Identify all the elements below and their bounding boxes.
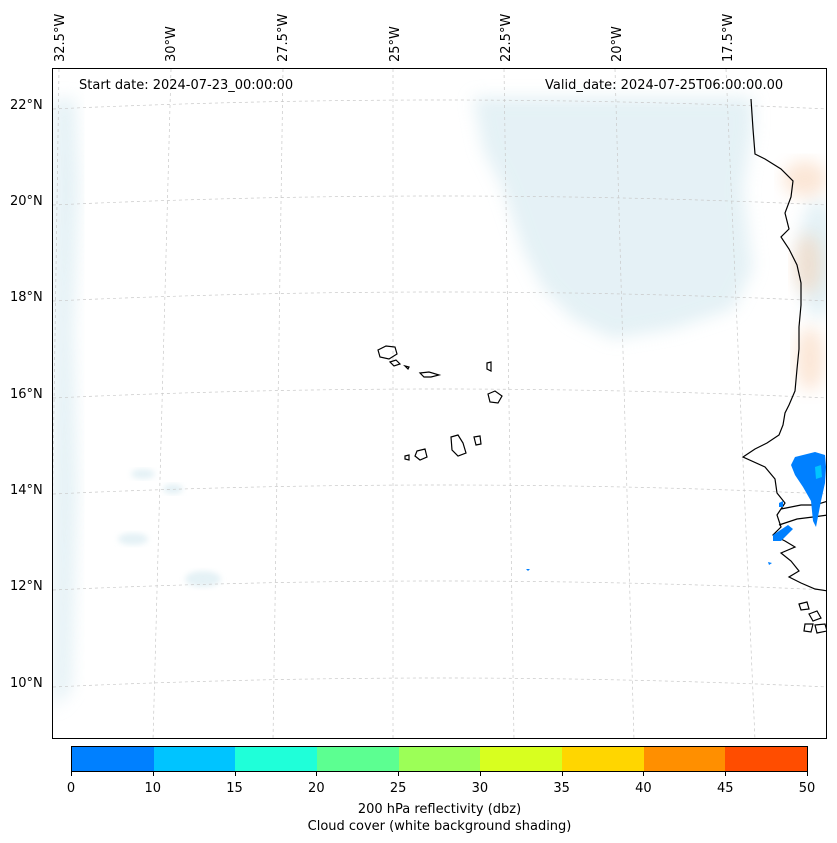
colorbar-tick-mark: [71, 772, 72, 776]
parallel-12n: [53, 580, 826, 591]
reflectivity-patch-small: [779, 501, 783, 507]
parallel-18n: [53, 291, 826, 302]
colorbar-tick-mark: [479, 772, 481, 776]
reflectivity-patch-coast: [773, 525, 793, 541]
colorbar-tick-label: 10: [144, 781, 162, 796]
graticule: [53, 69, 826, 738]
island-sao-vicente: [388, 359, 402, 367]
lat-label-16n: 16°N: [10, 387, 43, 402]
coastline-mainland: [741, 98, 826, 592]
meridian-30w: [152, 69, 172, 738]
island-sao-nicolau: [418, 371, 442, 378]
parallel-14n: [53, 484, 826, 495]
island-maio: [473, 435, 482, 446]
colorbar-tick-mark: [398, 772, 400, 776]
colorbar-tick-label: 40: [635, 781, 652, 796]
lat-label-10n: 10°N: [10, 676, 43, 691]
colorbar-sublabel: Cloud cover (white background shading): [307, 819, 572, 834]
colorbar: [71, 746, 808, 772]
meridian-20w: [614, 69, 635, 738]
colorbar-segment: [72, 747, 154, 771]
colorbar-segment: [562, 747, 644, 771]
cloud-blob: [131, 469, 155, 479]
coastline-casamance: [778, 514, 826, 526]
island-boa-vista: [487, 390, 503, 404]
colorbar-segment: [317, 747, 399, 771]
cape-verde-islands: [377, 345, 503, 461]
warm-blob: [794, 234, 822, 294]
lat-label-22n: 22°N: [10, 98, 43, 113]
reflectivity-patch-tiny: [768, 562, 772, 565]
parallel-16n: [53, 388, 826, 399]
warm-shading: [783, 161, 826, 391]
colorbar-segment: [643, 747, 726, 771]
lat-label-12n: 12°N: [10, 579, 43, 594]
colorbar-tick-mark: [234, 772, 236, 776]
colorbar-segment: [235, 747, 318, 771]
colorbar-tick-label: 20: [308, 781, 325, 796]
coastline-gambia: [780, 500, 826, 510]
cloud-region-west-edge: [53, 99, 79, 709]
map-canvas: [53, 69, 826, 738]
colorbar-tick-label: 35: [553, 781, 570, 796]
island-santa-luzia: [403, 364, 410, 371]
colorbar-tick-mark: [316, 772, 318, 776]
reflectivity-patch-core: [815, 465, 822, 479]
meridian-27-5w: [272, 69, 284, 738]
colorbar-tick-mark: [807, 772, 808, 776]
cloud-blob: [185, 571, 221, 587]
colorbar-tick-label: 30: [471, 781, 489, 796]
colorbar-segment: [725, 747, 808, 771]
colorbar-tick-label: 0: [66, 781, 76, 796]
colorbar-label: 200 hPa reflectivity (dbz): [357, 802, 522, 817]
cloud-cover-shading: [53, 97, 826, 709]
lon-label-20w: 20°W: [610, 26, 625, 62]
lon-label-30w: 30°W: [164, 26, 179, 62]
bijagos-island: [814, 623, 826, 634]
meridian-22-5w: [503, 69, 515, 738]
lon-label-17-5w: 17.5°W: [721, 13, 736, 62]
bijagos-island: [798, 601, 810, 611]
parallel-10n: [53, 677, 826, 688]
colorbar-tick-mark: [643, 772, 645, 776]
map-panel[interactable]: [52, 68, 827, 739]
reflectivity-core: [815, 465, 822, 479]
lat-label-20n: 20°N: [10, 194, 43, 209]
colorbar-segment: [153, 747, 236, 771]
island-brava: [404, 454, 410, 461]
island-santiago: [450, 434, 467, 457]
lon-label-27-5w: 27.5°W: [276, 13, 291, 62]
lat-label-18n: 18°N: [10, 290, 43, 305]
lon-label-25w: 25°W: [388, 26, 403, 62]
parallel-22n: [53, 99, 826, 110]
colorbar-tick-mark: [152, 772, 154, 776]
colorbar-tick-label: 25: [389, 781, 407, 796]
start-date-label: Start date: 2024-07-23_00:00:00: [79, 78, 294, 93]
bijagos-island: [803, 623, 814, 633]
island-santo-antao: [377, 345, 398, 360]
reflectivity-patch-tiny: [526, 569, 530, 571]
lat-label-14n: 14°N: [10, 483, 43, 498]
bijagos-island: [808, 610, 822, 622]
cloud-blob: [118, 533, 148, 545]
colorbar-segment: [398, 747, 481, 771]
island-fogo: [414, 448, 428, 461]
colorbar-tick-mark: [561, 772, 563, 776]
colorbar-segment: [480, 747, 563, 771]
lon-label-22-5w: 22.5°W: [499, 13, 514, 62]
colorbar-tick-label: 45: [716, 781, 734, 796]
island-sal: [486, 361, 492, 372]
cloud-region-north: [473, 97, 753, 339]
meridian-17-5w: [725, 69, 756, 738]
colorbar-tick-label: 15: [226, 781, 243, 796]
valid-date-label: Valid_date: 2024-07-25T06:00:00.00: [545, 78, 784, 93]
colorbar-tick-mark: [725, 772, 727, 776]
warm-blob: [796, 327, 824, 391]
parallel-20n: [53, 195, 826, 206]
lon-label-32-5w: 32.5°W: [53, 13, 68, 62]
warm-blob: [783, 161, 826, 197]
colorbar-tick-label: 50: [798, 781, 816, 796]
africa-coastline: [741, 98, 826, 634]
